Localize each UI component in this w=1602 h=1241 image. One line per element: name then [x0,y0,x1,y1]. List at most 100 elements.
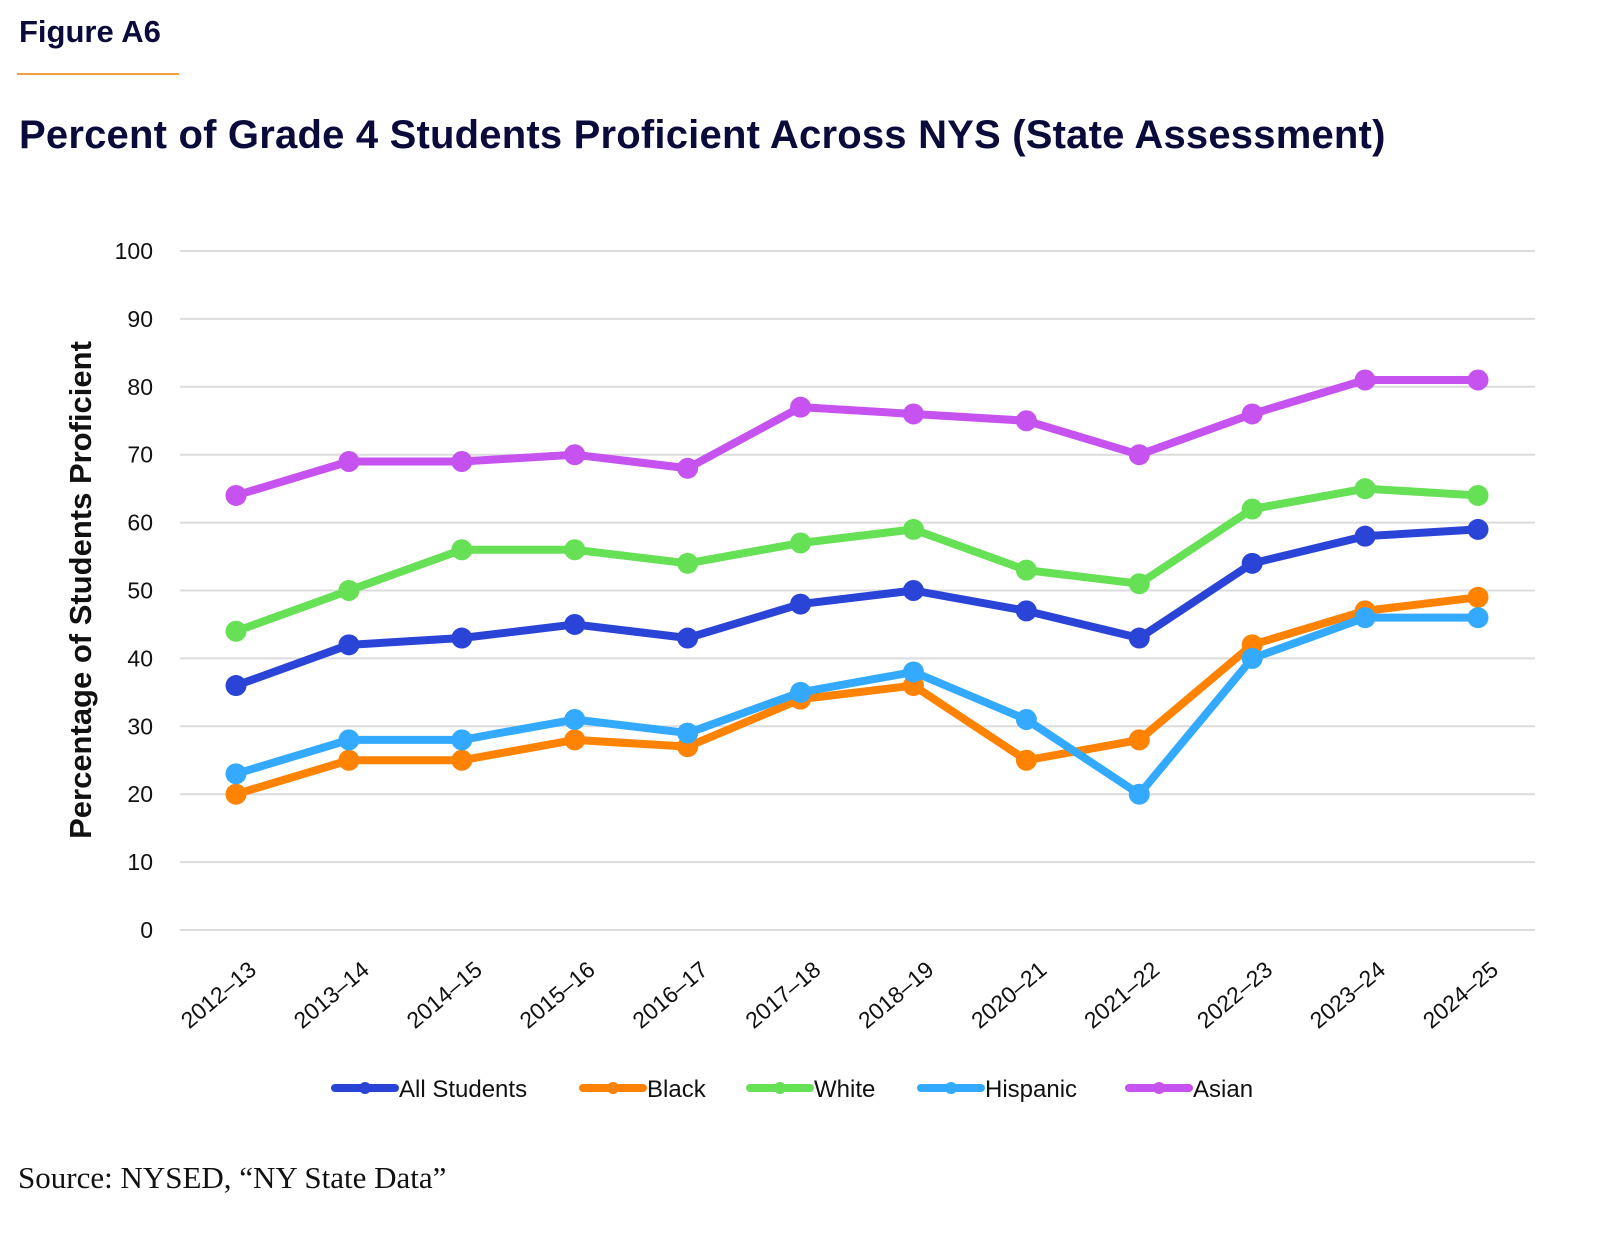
legend-label: White [814,1076,875,1103]
data-point [1128,729,1150,751]
y-tick-label: 30 [127,713,153,739]
figure-label-underline [17,73,179,75]
data-point [1015,410,1037,432]
series-asian [225,369,1489,506]
data-point [902,403,924,425]
data-point [1241,403,1263,425]
y-tick-label: 50 [127,578,153,604]
data-point [338,450,360,472]
data-point [1467,607,1489,629]
data-point [225,763,247,785]
data-point [564,613,586,635]
data-point [451,627,473,649]
data-point [451,749,473,771]
data-point [1467,518,1489,540]
legend-marker [774,1082,786,1094]
y-tick-label: 10 [127,849,153,875]
gridlines [180,250,1535,931]
data-point [790,681,812,703]
y-tick-label: 80 [127,374,153,400]
x-tick-label: 2014–15 [402,956,487,1033]
y-tick-label: 0 [140,917,153,943]
legend-item: All Students [331,1076,527,1103]
data-point [225,783,247,805]
data-point [677,722,699,744]
x-axis-ticks: 2012–13 2013–14 2014–15 2015–16 2016–17 2017–… [176,956,1503,1034]
source-note: Source: NYSED, “NY State Data” [18,1160,447,1195]
data-point [225,484,247,506]
legend-marker [945,1082,957,1094]
data-point [1128,444,1150,466]
x-tick-label: 2013–14 [289,956,374,1034]
data-point [1015,600,1037,622]
legend-marker [607,1082,619,1094]
data-point [1241,552,1263,574]
series-line [232,484,1482,636]
y-axis-ticks: 0 10 20 30 40 50 60 70 80 90 100 [115,238,153,943]
data-point [564,729,586,751]
series-hispanic [225,607,1489,805]
data-point [1354,478,1376,500]
data-point [790,396,812,418]
legend: All Students Black White Hispanic Asian [331,1076,1253,1103]
data-point [564,444,586,466]
data-point [677,627,699,649]
data-point [1467,369,1489,391]
x-tick-label: 2015–16 [514,956,599,1033]
y-axis-label: Percentage of Students Proficient [63,341,98,839]
x-tick-label: 2021–22 [1079,956,1164,1033]
legend-label: Black [647,1076,707,1103]
legend-item: Hispanic [917,1076,1077,1103]
chart-title: Percent of Grade 4 Students Proficient A… [19,113,1386,157]
data-point [1015,709,1037,731]
series-line [232,613,1482,799]
data-point [1128,573,1150,595]
x-tick-label: 2020–21 [966,956,1051,1033]
legend-label: Hispanic [985,1076,1077,1103]
series-all-students [225,518,1489,697]
data-point [1128,783,1150,805]
y-tick-label: 60 [127,510,153,536]
series-line [232,593,1482,799]
y-tick-label: 100 [115,238,153,264]
data-point [564,539,586,561]
series-group [225,369,1489,805]
data-point [451,729,473,751]
data-point [1128,627,1150,649]
x-tick-label: 2024–25 [1418,956,1503,1033]
data-point [902,661,924,683]
y-tick-label: 40 [127,645,153,671]
data-point [1241,647,1263,669]
y-tick-label: 90 [127,306,153,332]
data-point [225,620,247,642]
legend-item: Asian [1125,1076,1253,1103]
legend-marker [359,1082,371,1094]
data-point [677,457,699,479]
figure-label: Figure A6 [19,14,161,49]
data-point [338,634,360,656]
data-point [1241,498,1263,520]
legend-item: White [746,1076,875,1103]
data-point [1467,484,1489,506]
x-tick-label: 2016–17 [627,956,712,1033]
data-point [902,580,924,601]
data-point [790,593,812,615]
x-tick-label: 2012–13 [176,956,261,1033]
series-line [232,525,1482,690]
x-tick-label: 2023–24 [1305,956,1390,1034]
legend-label: Asian [1193,1076,1253,1103]
series-white [225,478,1489,642]
data-point [338,729,360,751]
data-point [451,539,473,561]
x-tick-label: 2018–19 [853,956,938,1033]
data-point [1015,559,1037,581]
series-line [232,376,1482,500]
data-point [1467,586,1489,608]
data-point [451,450,473,472]
legend-item: Black [579,1076,707,1103]
y-tick-label: 20 [127,781,153,807]
x-tick-label: 2017–18 [740,956,825,1033]
data-point [790,532,812,554]
data-point [338,580,360,601]
